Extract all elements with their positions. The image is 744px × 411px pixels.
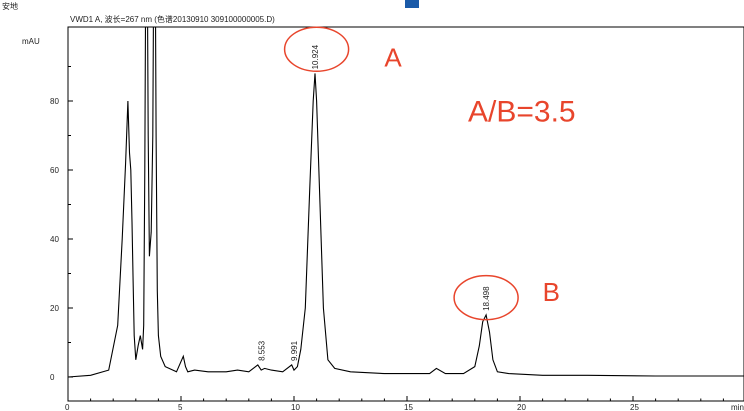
y-tick-label: 0 (50, 373, 55, 382)
y-tick-label: 60 (50, 166, 59, 175)
x-tick-label: 0 (65, 403, 70, 411)
peak-highlight-circle (453, 274, 519, 321)
y-axis: 0 20 40 60 80 (50, 66, 73, 382)
annotation-text: B (543, 277, 560, 307)
series-line (68, 27, 744, 378)
annotation-text: A (384, 43, 402, 73)
x-tick-label: 5 (178, 403, 183, 411)
peak-retention-label: 10.924 (311, 44, 320, 69)
peak-highlight-circle (283, 26, 350, 72)
series-layer (68, 27, 744, 378)
plot-frame (67, 26, 744, 402)
peak-retention-label: 9.991 (290, 340, 299, 361)
x-tick-label: 20 (517, 403, 526, 411)
x-tick-label: 10 (291, 403, 300, 411)
header-top-left: 安地 (2, 1, 18, 11)
trace-title: VWD1 A, 波长=267 nm (色谱20130910 3091000000… (70, 14, 275, 24)
y-tick-label: 40 (50, 235, 59, 244)
annotations: A B A/B=3.5 (384, 43, 575, 308)
x-axis-label: min (731, 403, 744, 411)
annotation-text: A/B=3.5 (468, 96, 576, 129)
peak-labels: 8.553 9.991 10.924 18.498 (257, 44, 491, 361)
top-accent-bar (405, 0, 419, 8)
annotation-circles (283, 26, 519, 321)
peak-retention-label: 8.553 (257, 340, 266, 361)
x-tick-label: 15 (404, 403, 413, 411)
peak-retention-label: 18.498 (482, 286, 491, 311)
y-tick-label: 20 (50, 304, 59, 313)
y-axis-label: mAU (22, 37, 40, 46)
x-tick-label: 25 (630, 403, 639, 411)
y-tick-label: 80 (50, 97, 59, 106)
x-axis: 0 5 10 15 20 25 (65, 396, 724, 411)
